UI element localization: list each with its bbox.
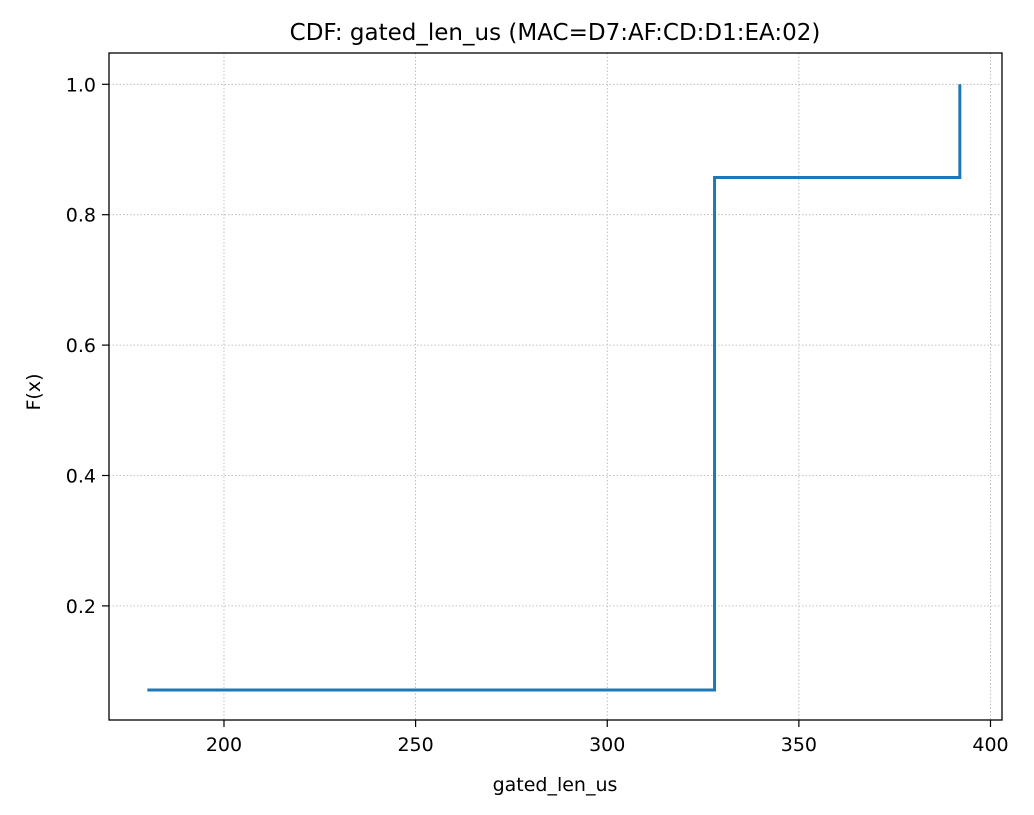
x-axis-label: gated_len_us [493,774,618,796]
series-group [147,84,962,692]
y-axis: 0.2 0.4 0.6 0.8 1.0 [66,74,109,618]
y-tick-label: 0.4 [66,465,96,487]
plot-frame [108,52,1003,721]
x-tick-label: 200 [206,734,242,756]
y-tick-label: 0.2 [66,596,96,618]
y-tick-label: 1.0 [66,74,96,96]
chart-title: CDF: gated_len_us (MAC=D7:AF:CD:D1:EA:02… [290,20,821,46]
x-tick-label: 250 [397,734,433,756]
x-tick-label: 300 [589,734,625,756]
cdf-step-line [147,84,962,692]
y-tick-label: 0.6 [66,335,96,357]
y-axis-label: F(x) [23,374,45,411]
x-axis: 200 250 300 350 400 [206,720,1009,756]
x-tick-label: 400 [972,734,1008,756]
x-tick-label: 350 [781,734,817,756]
y-tick-label: 0.8 [66,205,96,227]
grid-lines [109,53,1002,720]
